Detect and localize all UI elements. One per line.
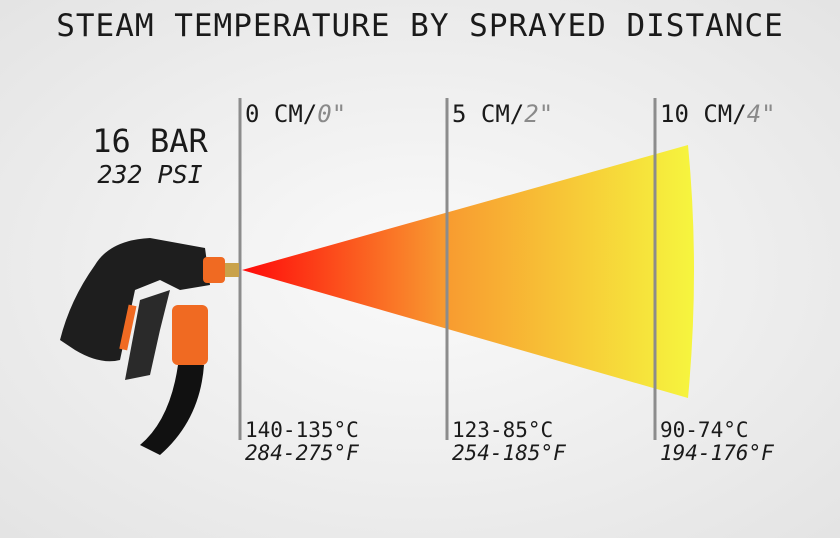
pressure-psi: 232 PSI xyxy=(97,160,202,189)
spray-cone xyxy=(242,145,694,398)
distance-metric: 10 CM/ xyxy=(660,100,747,128)
pressure-bar: 16 BAR xyxy=(92,122,208,160)
distance-label: 5 CM/2" xyxy=(452,100,553,128)
distance-metric: 0 CM/ xyxy=(245,100,317,128)
spray-gun xyxy=(60,238,239,455)
temp-celsius: 90-74°C xyxy=(660,418,749,442)
temp-celsius: 140-135°C xyxy=(245,418,359,442)
temp-fahrenheit: 254-185°F xyxy=(452,441,566,465)
distance-label: 0 CM/0" xyxy=(245,100,346,128)
distance-metric: 5 CM/ xyxy=(452,100,524,128)
temp-fahrenheit: 284-275°F xyxy=(245,441,359,465)
lines xyxy=(238,98,657,440)
distance-imperial: 0" xyxy=(317,100,346,128)
title: STEAM TEMPERATURE BY SPRAYED DISTANCE xyxy=(56,8,784,44)
distance-label: 10 CM/4" xyxy=(660,100,776,128)
distance-imperial: 2" xyxy=(524,100,553,128)
temp-celsius: 123-85°C xyxy=(452,418,553,442)
distance-imperial: 4" xyxy=(747,100,776,128)
temp-fahrenheit: 194-176°F xyxy=(660,441,774,465)
